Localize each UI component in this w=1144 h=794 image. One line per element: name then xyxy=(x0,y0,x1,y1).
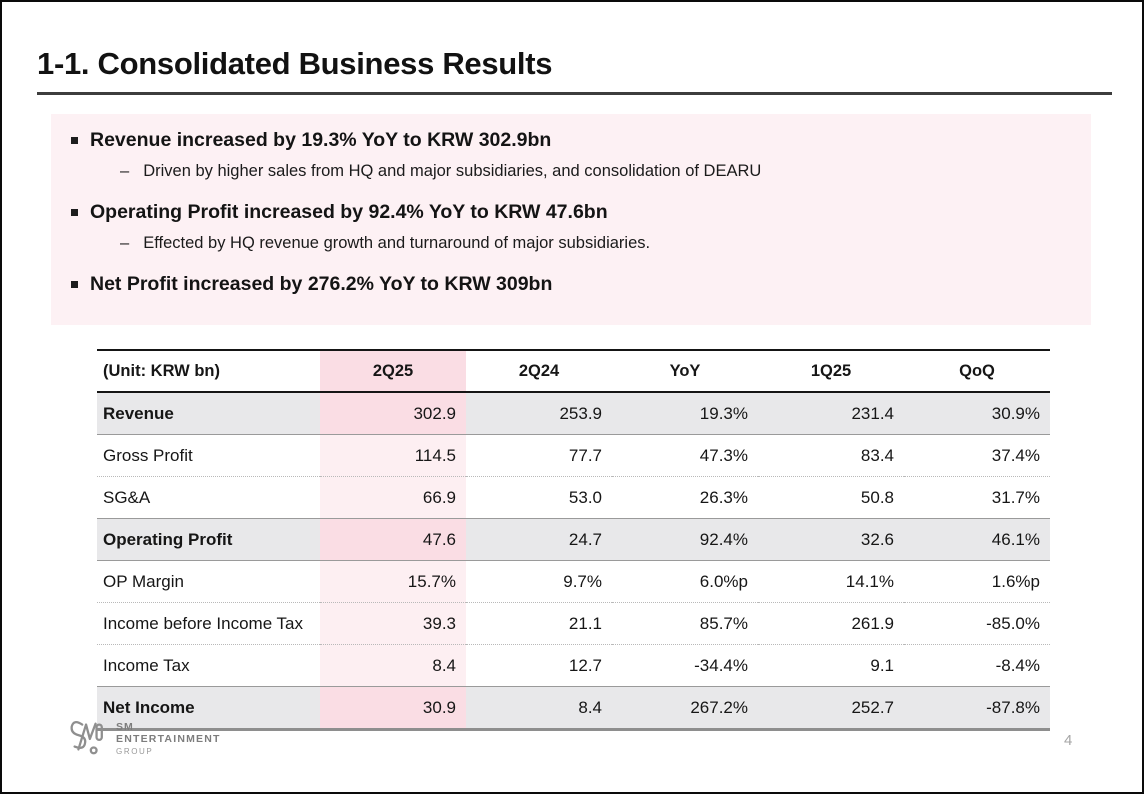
column-header-qoq: QoQ xyxy=(904,349,1050,393)
square-bullet-icon xyxy=(71,209,78,216)
logo-line-entertainment: ENTERTAINMENT xyxy=(116,733,221,745)
results-table-body: Revenue 302.9 253.9 19.3% 231.4 30.9% Gross Pr… xyxy=(97,392,1050,731)
highlights-panel: Revenue increased by 19.3% YoY to KRW 30… xyxy=(51,114,1091,325)
cell-yoy: 26.3% xyxy=(612,476,758,519)
square-bullet-icon xyxy=(71,281,78,288)
cell-qoq: -85.0% xyxy=(904,602,1050,645)
square-bullet-icon xyxy=(71,137,78,144)
cell-yoy: 19.3% xyxy=(612,392,758,435)
table-row: Income Tax 8.4 12.7 -34.4% 9.1 -8.4% xyxy=(97,644,1050,687)
row-label: Gross Profit xyxy=(97,434,320,477)
cell-qoq: 37.4% xyxy=(904,434,1050,477)
logo-line-sm: SM xyxy=(116,721,134,733)
cell-2q24: 12.7 xyxy=(466,644,612,687)
sub-bullet-item: – Effected by HQ revenue growth and turna… xyxy=(120,232,1075,255)
column-header-1q25: 1Q25 xyxy=(758,349,904,393)
cell-1q25: 9.1 xyxy=(758,644,904,687)
bullet-item: Revenue increased by 19.3% YoY to KRW 30… xyxy=(64,127,1075,153)
cell-2q25: 8.4 xyxy=(320,644,466,687)
cell-qoq: -8.4% xyxy=(904,644,1050,687)
column-header-yoy: YoY xyxy=(612,349,758,393)
sub-bullet-item: – Driven by higher sales from HQ and majo… xyxy=(120,160,1075,183)
bullet-group: Operating Profit increased by 92.4% YoY … xyxy=(64,199,1075,255)
cell-yoy: 267.2% xyxy=(612,686,758,731)
cell-2q24: 53.0 xyxy=(466,476,612,519)
column-header-2q25: 2Q25 xyxy=(320,349,466,393)
table-row: SG&A 66.9 53.0 26.3% 50.8 31.7% xyxy=(97,476,1050,519)
row-label: Income Tax xyxy=(97,644,320,687)
bullet-group: Net Profit increased by 276.2% YoY to KR… xyxy=(64,271,1075,297)
cell-qoq: 46.1% xyxy=(904,518,1050,561)
dash-bullet-icon: – xyxy=(120,234,130,252)
bullet-text: Revenue increased by 19.3% YoY to KRW 30… xyxy=(90,129,552,151)
cell-qoq: 30.9% xyxy=(904,392,1050,435)
cell-2q25: 30.9 xyxy=(320,686,466,731)
cell-1q25: 32.6 xyxy=(758,518,904,561)
row-label: OP Margin xyxy=(97,560,320,603)
cell-2q25: 114.5 xyxy=(320,434,466,477)
results-table-head: (Unit: KRW bn) 2Q25 2Q24 YoY 1Q25 QoQ xyxy=(97,349,1050,393)
cell-2q24: 21.1 xyxy=(466,602,612,645)
table-header-row: (Unit: KRW bn) 2Q25 2Q24 YoY 1Q25 QoQ xyxy=(97,349,1050,393)
cell-yoy: -34.4% xyxy=(612,644,758,687)
bullet-text: Net Profit increased by 276.2% YoY to KR… xyxy=(90,273,553,295)
logo-line-group: GROUP xyxy=(116,747,154,756)
table-row: Gross Profit 114.5 77.7 47.3% 83.4 37.4% xyxy=(97,434,1050,477)
cell-1q25: 14.1% xyxy=(758,560,904,603)
sub-bullet-text: Driven by higher sales from HQ and major… xyxy=(143,162,762,180)
page-number: 4 xyxy=(1064,732,1073,749)
cell-2q24: 253.9 xyxy=(466,392,612,435)
cell-yoy: 85.7% xyxy=(612,602,758,645)
cell-2q24: 24.7 xyxy=(466,518,612,561)
page-title: 1-1. Consolidated Business Results xyxy=(37,46,553,81)
dash-bullet-icon: – xyxy=(120,162,130,180)
cell-qoq: 31.7% xyxy=(904,476,1050,519)
bullet-text: Operating Profit increased by 92.4% YoY … xyxy=(90,201,608,223)
logo-text: SM ENTERTAINMENT GROUP xyxy=(116,721,221,757)
cell-2q24: 9.7% xyxy=(466,560,612,603)
cell-qoq: -87.8% xyxy=(904,686,1050,731)
cell-1q25: 252.7 xyxy=(758,686,904,731)
cell-2q25: 15.7% xyxy=(320,560,466,603)
cell-1q25: 261.9 xyxy=(758,602,904,645)
row-label: SG&A xyxy=(97,476,320,519)
cell-1q25: 231.4 xyxy=(758,392,904,435)
table-row: Operating Profit 47.6 24.7 92.4% 32.6 46.1% xyxy=(97,518,1050,561)
bullet-group: Revenue increased by 19.3% YoY to KRW 30… xyxy=(64,127,1075,183)
table-row: Revenue 302.9 253.9 19.3% 231.4 30.9% xyxy=(97,392,1050,435)
bullet-item: Net Profit increased by 276.2% YoY to KR… xyxy=(64,271,1075,297)
row-label: Revenue xyxy=(97,392,320,435)
cell-2q25: 302.9 xyxy=(320,392,466,435)
row-label: Net Income xyxy=(97,686,320,731)
cell-2q25: 39.3 xyxy=(320,602,466,645)
table-row: OP Margin 15.7% 9.7% 6.0%p 14.1% 1.6%p xyxy=(97,560,1050,603)
cell-yoy: 47.3% xyxy=(612,434,758,477)
column-header-2q24: 2Q24 xyxy=(466,349,612,393)
cell-1q25: 50.8 xyxy=(758,476,904,519)
cell-yoy: 92.4% xyxy=(612,518,758,561)
company-logo: SM ENTERTAINMENT GROUP xyxy=(66,716,221,758)
cell-2q24: 77.7 xyxy=(466,434,612,477)
sub-bullet-text: Effected by HQ revenue growth and turnar… xyxy=(143,234,651,252)
cell-2q24: 8.4 xyxy=(466,686,612,731)
row-label: Operating Profit xyxy=(97,518,320,561)
cell-1q25: 83.4 xyxy=(758,434,904,477)
cell-2q25: 47.6 xyxy=(320,518,466,561)
cell-2q25: 66.9 xyxy=(320,476,466,519)
bullet-item: Operating Profit increased by 92.4% YoY … xyxy=(64,199,1075,225)
cell-yoy: 6.0%p xyxy=(612,560,758,603)
title-underline xyxy=(37,92,1112,95)
table-row: Net Income 30.9 8.4 267.2% 252.7 -87.8% xyxy=(97,686,1050,731)
unit-label: (Unit: KRW bn) xyxy=(97,349,320,393)
results-table: (Unit: KRW bn) 2Q25 2Q24 YoY 1Q25 QoQ Revenue… xyxy=(97,349,1050,731)
sm-logo-icon xyxy=(70,721,103,755)
row-label: Income before Income Tax xyxy=(97,602,320,645)
table-row: Income before Income Tax 39.3 21.1 85.7% 261… xyxy=(97,602,1050,645)
cell-qoq: 1.6%p xyxy=(904,560,1050,603)
